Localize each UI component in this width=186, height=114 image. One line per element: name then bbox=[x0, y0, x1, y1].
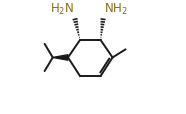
Polygon shape bbox=[53, 55, 68, 61]
Text: H$_2$N: H$_2$N bbox=[50, 2, 74, 17]
Text: NH$_2$: NH$_2$ bbox=[104, 2, 128, 17]
